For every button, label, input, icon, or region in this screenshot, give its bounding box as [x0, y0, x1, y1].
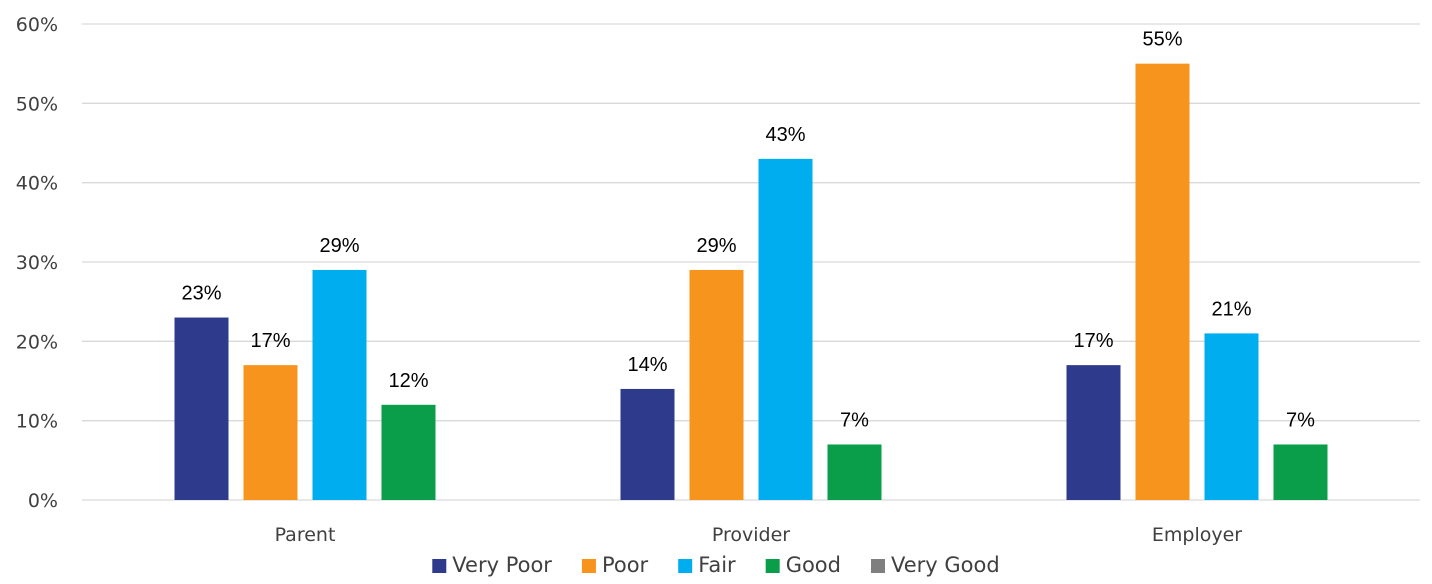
bar-very-poor-parent [174, 317, 229, 500]
data-label: 21% [1211, 298, 1251, 320]
legend-swatch [871, 559, 885, 573]
legend-item-very-poor: Very Poor [432, 553, 552, 577]
data-label: 23% [181, 283, 221, 305]
legend-item-good: Good [765, 553, 841, 577]
data-label: 17% [250, 330, 290, 352]
legend-label: Fair [698, 553, 736, 577]
bar-good-parent [381, 404, 436, 500]
bar-poor-provider [689, 269, 744, 500]
legend-label: Very Good [891, 553, 1000, 577]
x-axis-categories: Parent Provider Employer [275, 524, 1243, 546]
y-tick-label: 50% [16, 93, 58, 115]
bar-very-poor-provider [620, 388, 675, 500]
y-tick-label: 20% [16, 331, 58, 353]
bar-fair-employer [1204, 333, 1259, 500]
data-label: 12% [388, 370, 428, 392]
legend-item-fair: Fair [678, 553, 736, 577]
category-label-provider: Provider [712, 524, 790, 546]
y-tick-label: 30% [16, 252, 58, 274]
category-label-parent: Parent [275, 524, 336, 546]
data-label: 29% [696, 235, 736, 257]
data-label: 43% [765, 124, 805, 146]
y-tick-label: 10% [16, 411, 58, 433]
bar-poor-employer [1135, 63, 1190, 501]
legend-swatch [765, 559, 780, 573]
y-tick-label: 40% [16, 173, 58, 195]
bar-very-poor-employer [1066, 365, 1121, 500]
legend: Very Poor Poor Fair Good Very Good [432, 553, 1000, 577]
data-label: 29% [319, 235, 359, 257]
y-axis-ticks: 0% 10% 20% 30% 40% 50% 60% [16, 14, 58, 512]
legend-label: Very Poor [452, 553, 552, 577]
data-label: 7% [1286, 409, 1315, 431]
bar-fair-provider [758, 158, 813, 500]
legend-item-very-good: Very Good [871, 553, 1000, 577]
legend-swatch [678, 559, 693, 573]
bars [174, 63, 1328, 501]
data-label: 14% [627, 354, 667, 376]
y-tick-label: 60% [16, 14, 58, 36]
bar-fair-parent [312, 269, 367, 500]
data-label: 17% [1073, 330, 1113, 352]
bar-poor-parent [243, 365, 298, 500]
legend-label: Poor [602, 553, 649, 577]
legend-item-poor: Poor [581, 553, 649, 577]
legend-swatch [581, 559, 596, 573]
data-labels: 23% 17% 29% 12% 14% 29% 43% 7% 17% 55% 21% 7% [181, 29, 1315, 432]
data-label: 55% [1142, 29, 1182, 51]
legend-swatch [432, 559, 447, 573]
category-label-employer: Employer [1152, 524, 1242, 546]
bar-good-employer [1273, 444, 1328, 500]
bar-good-provider [827, 444, 882, 500]
gridlines [82, 23, 1420, 501]
data-label: 7% [840, 409, 869, 431]
y-tick-label: 0% [28, 490, 58, 512]
legend-label: Good [786, 553, 841, 577]
